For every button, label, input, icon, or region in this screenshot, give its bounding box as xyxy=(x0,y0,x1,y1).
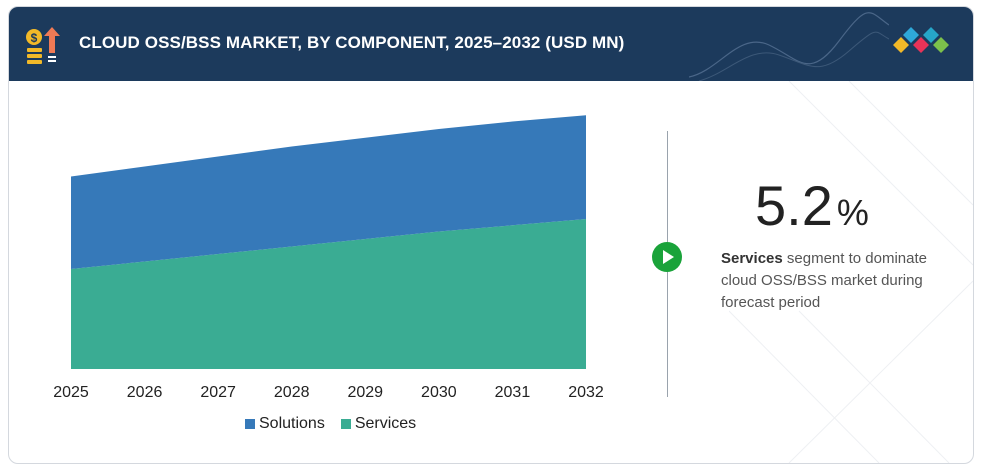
x-tick-label: 2030 xyxy=(421,384,457,401)
x-tick-label: 2029 xyxy=(347,384,383,401)
legend-swatch-services xyxy=(340,419,351,429)
area-solutions xyxy=(71,115,586,269)
header-bar: $ CLOUD OSS/BSS MARKET, BY COMPONENT, 20… xyxy=(9,7,973,81)
money-growth-icon: $ xyxy=(26,27,60,64)
highlight-text: segment to dominate cloud OSS/BSS market… xyxy=(721,250,927,311)
legend-label-solutions: Solutions xyxy=(259,415,325,432)
chart-areas xyxy=(71,115,586,369)
x-tick-label: 2032 xyxy=(568,384,604,401)
growth-rate: 5.2% xyxy=(755,173,869,238)
growth-rate-value: 5.2 xyxy=(755,174,833,237)
play-icon xyxy=(652,242,682,272)
page-title: CLOUD OSS/BSS MARKET, BY COMPONENT, 2025… xyxy=(79,33,625,52)
x-tick-label: 2028 xyxy=(274,384,310,401)
x-tick-label: 2031 xyxy=(495,384,531,401)
x-tick-label: 2027 xyxy=(200,384,236,401)
svg-text:$: $ xyxy=(31,31,38,45)
legend-swatch-solutions xyxy=(245,419,255,429)
legend-label-services: Services xyxy=(354,415,417,432)
infographic-card: $ CLOUD OSS/BSS MARKET, BY COMPONENT, 20… xyxy=(8,6,974,464)
legend-item-solutions: Solutions xyxy=(245,415,325,433)
x-tick-label: 2026 xyxy=(127,384,163,401)
x-tick-label: 2025 xyxy=(53,384,89,401)
highlight-segment: Services xyxy=(721,250,783,267)
decorative-wave-icon xyxy=(689,12,889,81)
legend-item-services: Services xyxy=(340,415,417,433)
area-services xyxy=(71,219,586,369)
x-axis-ticks: 2025 2026 2027 2028 2029 2030 2031 2032 xyxy=(53,384,604,401)
decorative-lines xyxy=(729,81,973,463)
chart-legend: Solutions Services xyxy=(245,415,416,433)
brand-diamonds-logo xyxy=(893,27,949,53)
highlight-description: Services segment to dominate cloud OSS/B… xyxy=(721,248,951,314)
stacked-area-chart: 2025 2026 2027 2028 2029 2030 2031 2032 xyxy=(53,115,604,401)
growth-rate-unit: % xyxy=(836,192,869,233)
